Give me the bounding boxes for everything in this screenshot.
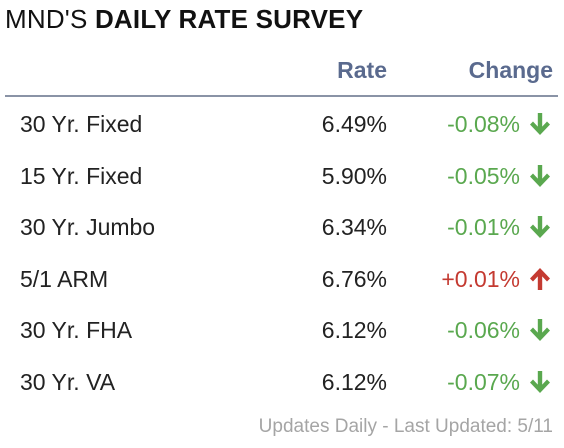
rate-value: 5.90% — [321, 162, 387, 189]
header-divider — [5, 95, 558, 97]
table-row: 30 Yr. FHA 6.12% -0.06% — [0, 304, 564, 356]
arrow-down-icon — [530, 113, 550, 135]
arrow-down-icon — [530, 370, 550, 393]
loan-type-label: 15 Yr. Fixed — [20, 162, 143, 189]
arrow-down-icon — [530, 216, 550, 238]
table-row: 30 Yr. Jumbo 6.34% -0.01% — [0, 201, 564, 253]
table-row: 5/1 ARM 6.76% +0.01% — [0, 253, 564, 305]
rate-value: 6.12% — [321, 368, 387, 395]
change-value: -0.08% — [447, 111, 520, 137]
table-row: 30 Yr. VA 6.12% -0.07% — [0, 356, 564, 408]
column-header-rate: Rate — [337, 57, 387, 83]
rate-table-body: 30 Yr. Fixed 6.49% -0.08% 15 Yr. Fixed 5… — [0, 98, 564, 407]
loan-type-label: 30 Yr. VA — [20, 368, 116, 395]
table-header: Rate Change — [0, 54, 564, 88]
rate-value: 6.34% — [321, 214, 387, 240]
loan-type-label: 5/1 ARM — [20, 265, 109, 292]
loan-type-label: 30 Yr. Jumbo — [20, 214, 156, 240]
table-row: 15 Yr. Fixed 5.90% -0.05% — [0, 150, 564, 202]
rate-value: 6.12% — [321, 317, 387, 343]
column-header-change: Change — [468, 57, 553, 83]
change-value: -0.06% — [447, 317, 520, 343]
title-prefix: MND'S — [5, 4, 95, 34]
arrow-up-icon — [530, 267, 550, 290]
change-value: -0.05% — [447, 162, 520, 189]
widget-title: MND'S DAILY RATE SURVEY — [5, 4, 363, 34]
arrow-down-icon — [530, 164, 550, 187]
rate-value: 6.76% — [321, 265, 387, 292]
change-value: +0.01% — [441, 265, 520, 292]
loan-type-label: 30 Yr. Fixed — [20, 111, 143, 137]
rate-value: 6.49% — [321, 111, 387, 137]
last-updated-note: Updates Daily - Last Updated: 5/11 — [258, 416, 553, 437]
table-row: 30 Yr. Fixed 6.49% -0.08% — [0, 98, 564, 150]
title-bold: DAILY RATE SURVEY — [94, 4, 364, 34]
arrow-down-icon — [530, 319, 550, 341]
loan-type-label: 30 Yr. FHA — [20, 317, 133, 343]
change-value: -0.07% — [447, 368, 520, 395]
change-value: -0.01% — [447, 214, 520, 240]
